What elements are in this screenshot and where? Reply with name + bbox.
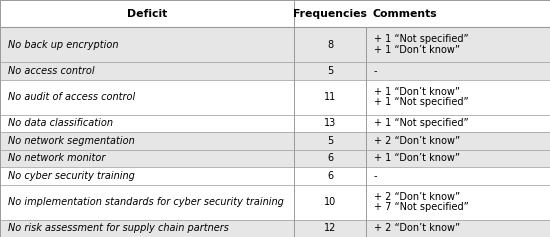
Text: 12: 12 — [324, 223, 336, 233]
Text: -: - — [374, 171, 377, 181]
Bar — [0, 80, 550, 115]
Bar — [0, 0, 550, 27]
Text: 13: 13 — [324, 118, 336, 128]
Text: No network segmentation: No network segmentation — [8, 136, 135, 146]
Bar — [0, 62, 550, 80]
Text: + 2 “Don’t know”: + 2 “Don’t know” — [374, 136, 460, 146]
Bar — [0, 132, 550, 150]
Text: No network monitor: No network monitor — [8, 153, 106, 163]
Text: No audit of access control: No audit of access control — [8, 92, 135, 102]
Text: 6: 6 — [327, 171, 333, 181]
Text: 11: 11 — [324, 92, 336, 102]
Text: No data classification: No data classification — [8, 118, 113, 128]
Text: No access control: No access control — [8, 66, 95, 76]
Text: + 2 “Don’t know”: + 2 “Don’t know” — [374, 223, 460, 233]
Text: Comments: Comments — [372, 9, 437, 19]
Text: + 1 “Not specified”: + 1 “Not specified” — [374, 118, 469, 128]
Text: + 2 “Don’t know”: + 2 “Don’t know” — [374, 192, 460, 202]
Text: 10: 10 — [324, 197, 336, 207]
Text: + 1 “Not specified”: + 1 “Not specified” — [374, 97, 469, 107]
Text: No cyber security training: No cyber security training — [8, 171, 135, 181]
Text: No implementation standards for cyber security training: No implementation standards for cyber se… — [8, 197, 284, 207]
Text: + 1 “Not specified”: + 1 “Not specified” — [374, 35, 469, 45]
Text: Deficit: Deficit — [127, 9, 167, 19]
Text: -: - — [374, 66, 377, 76]
Bar — [0, 185, 550, 219]
Text: No risk assessment for supply chain partners: No risk assessment for supply chain part… — [8, 223, 229, 233]
Bar — [0, 115, 550, 132]
Text: 6: 6 — [327, 153, 333, 163]
Bar — [0, 167, 550, 185]
Text: + 1 “Don’t know”: + 1 “Don’t know” — [374, 45, 460, 55]
Text: 8: 8 — [327, 40, 333, 50]
Text: No back up encryption: No back up encryption — [8, 40, 119, 50]
Text: 5: 5 — [327, 66, 333, 76]
Text: + 7 “Not specified”: + 7 “Not specified” — [374, 202, 469, 212]
Text: + 1 “Don’t know”: + 1 “Don’t know” — [374, 153, 460, 163]
Bar — [0, 219, 550, 237]
Text: Frequencies: Frequencies — [293, 9, 367, 19]
Bar — [0, 27, 550, 62]
Text: 5: 5 — [327, 136, 333, 146]
Text: + 1 “Don’t know”: + 1 “Don’t know” — [374, 87, 460, 97]
Bar — [0, 150, 550, 167]
